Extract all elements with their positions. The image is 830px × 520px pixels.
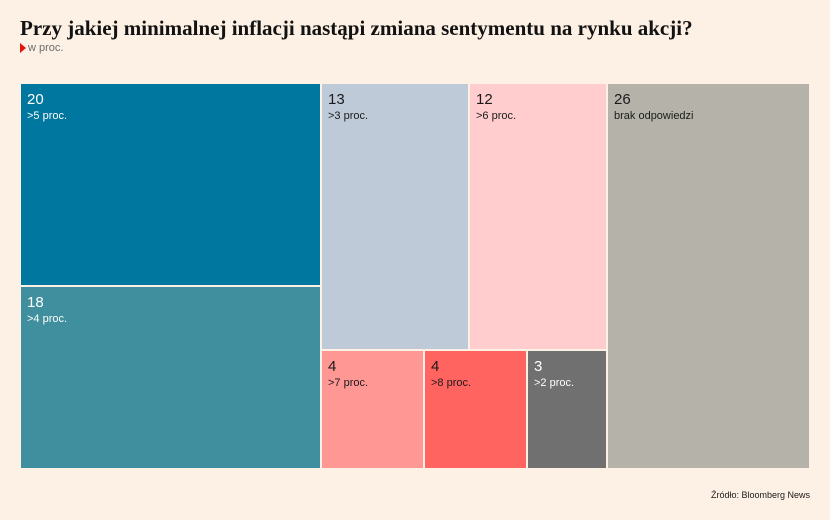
treemap: 20 >5 proc. 18 >4 proc. 13 >3 proc. 12 >6 proc.… [20, 83, 810, 469]
treemap-tile-8-proc: 4 >8 proc. [424, 350, 527, 469]
chart-subtitle: w proc. [20, 42, 63, 54]
chart-title: Przy jakiej minimalnej inflacji nastąpi … [20, 16, 693, 40]
tile-value: 4 [328, 358, 337, 375]
source-note: Źródło: Bloomberg News [710, 490, 810, 500]
tile-value: 18 [27, 294, 44, 311]
treemap-tile-7-proc: 4 >7 proc. [321, 350, 424, 469]
red-triangle-icon [20, 43, 26, 53]
treemap-tile-6-proc: 12 >6 proc. [469, 83, 607, 350]
tile-label: >8 proc. [431, 377, 472, 389]
tile-label: >7 proc. [328, 377, 369, 389]
treemap-tile-3-proc: 13 >3 proc. [321, 83, 469, 350]
tile-value: 20 [27, 91, 44, 108]
tile-value: 13 [328, 91, 345, 108]
tile-label: >2 proc. [534, 377, 575, 389]
treemap-tile-4-proc: 18 >4 proc. [20, 286, 321, 469]
tile-label: >6 proc. [476, 110, 517, 122]
treemap-tile-5-proc: 20 >5 proc. [20, 83, 321, 286]
tile-label: brak odpowiedzi [614, 110, 694, 122]
tile-value: 12 [476, 91, 493, 108]
tile-value: 3 [534, 358, 543, 375]
unit-label: w proc. [28, 42, 64, 54]
treemap-tile-brak-odpowiedzi: 26 brak odpowiedzi [607, 83, 810, 469]
treemap-tile-2-proc: 3 >2 proc. [527, 350, 607, 469]
tile-label: >3 proc. [328, 110, 369, 122]
tile-value: 4 [431, 358, 440, 375]
tile-value: 26 [614, 91, 631, 108]
tile-label: >5 proc. [27, 110, 68, 122]
tile-label: >4 proc. [27, 313, 68, 325]
